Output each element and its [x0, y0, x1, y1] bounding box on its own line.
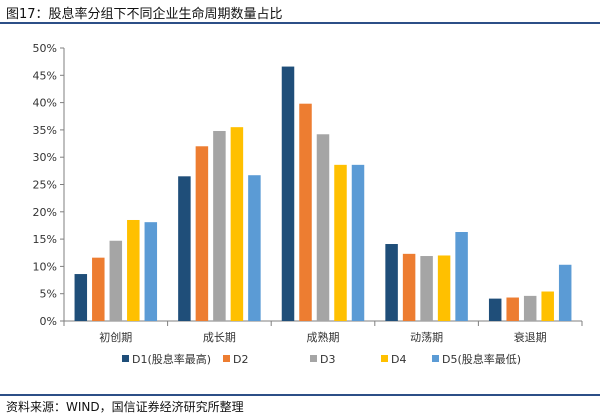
bar-2 [195, 146, 209, 321]
category-label: 成长期 [203, 331, 236, 344]
y-tick-label: 5% [40, 288, 57, 301]
legend-label: D3 [320, 353, 335, 366]
bar-3 [213, 130, 226, 321]
legend-label: D2 [233, 353, 248, 366]
bar-3 [420, 256, 433, 321]
bar-4 [541, 291, 554, 321]
y-tick-label: 45% [33, 69, 57, 82]
legend-label: D4 [391, 353, 406, 366]
bar-1 [74, 274, 88, 321]
y-tick-label: 0% [40, 315, 57, 328]
bar-3 [109, 240, 123, 321]
legend-label: D5(股息率最低) [442, 352, 521, 366]
category-label: 初创期 [99, 330, 132, 344]
top-rule [0, 22, 600, 24]
bar-3 [523, 295, 537, 321]
legend-label: D1(股息率最高) [132, 352, 211, 366]
bar-2 [299, 103, 312, 321]
bar-chart: 0% 5% 10% 15% 20% 25% 30% 35% 40% 45% 50% 初创期 成长期 成熟期… [33, 42, 583, 366]
bar-1 [385, 244, 398, 321]
y-tick-label: 30% [33, 151, 57, 164]
bar-4 [127, 219, 140, 321]
category-label: 动荡期 [410, 331, 443, 344]
bar-2 [92, 257, 105, 321]
y-tick-label: 35% [33, 124, 57, 137]
y-tick-label: 40% [33, 97, 57, 110]
y-tick-label: 15% [33, 233, 57, 246]
bar-1 [281, 66, 295, 321]
y-tick-label: 10% [33, 260, 57, 273]
bar-5 [558, 264, 572, 321]
bar-1 [178, 176, 191, 321]
source-note: 资料来源：WIND，国信证券经济研究所整理 [6, 400, 244, 414]
bar-4 [230, 127, 244, 321]
figure-title: 图17：股息率分组下不同企业生命周期数量占比 [6, 7, 283, 22]
bar-5 [455, 232, 468, 321]
legend-swatch [310, 355, 317, 362]
bar-5 [248, 175, 261, 321]
y-tick-label: 20% [33, 206, 57, 219]
y-tick-label: 25% [33, 179, 57, 192]
legend-swatch [223, 355, 230, 362]
legend-swatch [122, 355, 129, 362]
legend-swatch [381, 355, 388, 362]
y-tick-label: 50% [33, 42, 57, 55]
bar-4 [437, 255, 451, 321]
bar-3 [316, 134, 330, 321]
bar-5 [144, 222, 158, 321]
bottom-rule [0, 394, 600, 396]
bar-2 [506, 297, 519, 321]
bar-2 [402, 253, 416, 321]
legend-swatch [432, 355, 439, 362]
bar-1 [488, 298, 502, 321]
category-label: 衰退期 [514, 330, 547, 344]
category-label: 成熟期 [307, 330, 340, 344]
bar-5 [351, 164, 365, 321]
bar-4 [334, 164, 347, 321]
